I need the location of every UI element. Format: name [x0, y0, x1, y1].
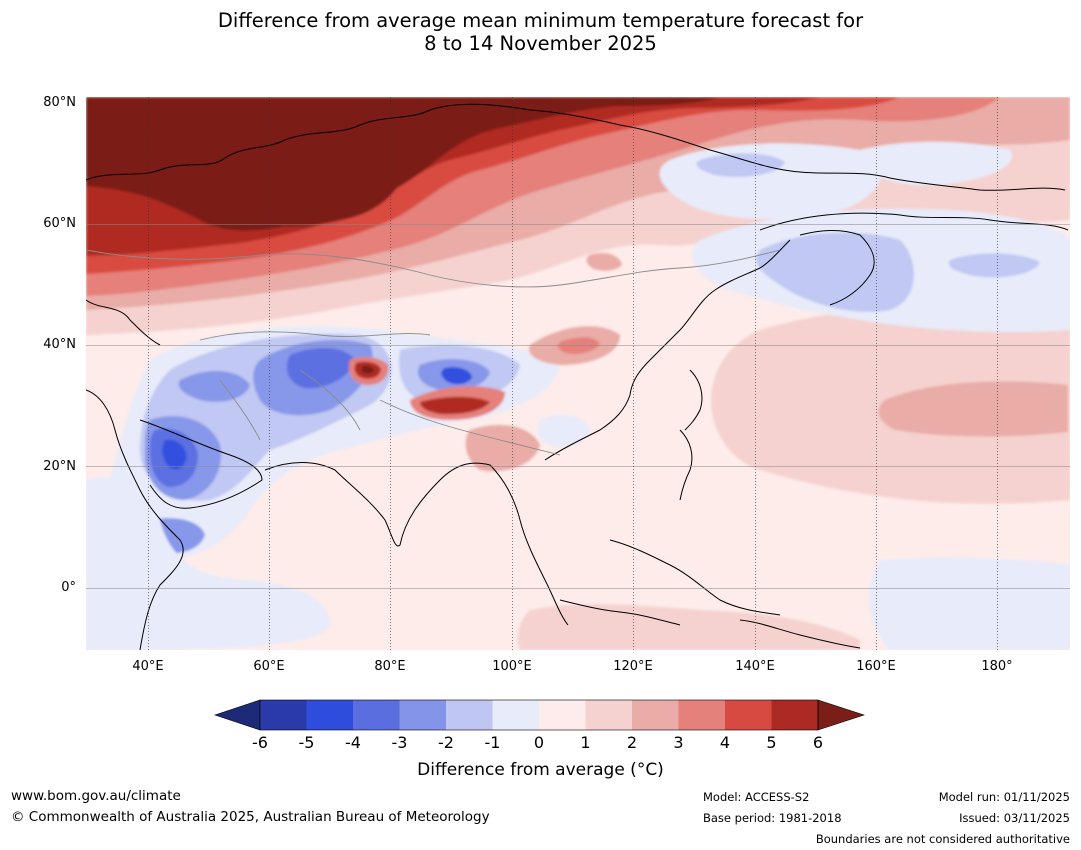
colorbar-tick-label: -1 — [484, 733, 501, 752]
footer-model: Model: ACCESS-S2 — [703, 790, 810, 804]
field-region — [537, 414, 590, 447]
colorbar-low-extend — [214, 699, 261, 731]
colorbar-label: Difference from average (°C) — [0, 760, 1081, 780]
field-region — [518, 604, 860, 650]
lon-label-140e: 140°E — [735, 659, 775, 674]
colorbar-segment — [260, 700, 307, 730]
field-region — [696, 153, 785, 177]
field-region — [162, 439, 187, 470]
colorbar-tick-label: -5 — [298, 733, 315, 752]
title-line-2: 8 to 14 November 2025 — [424, 32, 657, 55]
colorbar-tick-label: 1 — [580, 733, 591, 752]
field-region — [948, 253, 1040, 278]
colorbar-label-text: Difference from average ( — [417, 760, 637, 780]
colorbar-segment — [632, 700, 679, 730]
colorbar-tick-label: 2 — [626, 733, 638, 752]
field-region — [756, 232, 914, 312]
colorbar-segment — [399, 700, 446, 730]
title-line-1: Difference from average mean minimum tem… — [217, 9, 864, 32]
colorbar-tick-label: 6 — [812, 733, 824, 752]
field-region — [441, 367, 472, 385]
footer-disclaimer: Boundaries are not considered authoritat… — [815, 832, 1070, 846]
lat-label-80n: 80°N — [43, 95, 76, 110]
colorbar-frame — [259, 699, 819, 731]
graticule — [86, 97, 1070, 650]
colorbar-segment — [306, 700, 353, 730]
colorbar-tick-label: 3 — [673, 733, 684, 752]
colorbar-segment — [446, 700, 493, 730]
coastlines — [86, 103, 1069, 650]
lon-label-40e: 40°E — [132, 659, 164, 674]
colorbar — [214, 699, 865, 731]
field-region — [86, 477, 330, 650]
colorbar-high-extend — [817, 699, 865, 731]
field-region — [178, 370, 250, 402]
field-region — [286, 348, 355, 389]
colorbar-tick-label: 0 — [533, 733, 545, 752]
colorbar-segment — [678, 700, 725, 730]
field-region — [224, 137, 405, 227]
lat-label-20n: 20°N — [43, 459, 76, 474]
field-region — [362, 365, 374, 374]
colorbar-tick-label: 5 — [766, 733, 777, 752]
colorbar-tick-label: 4 — [719, 733, 731, 752]
colorbar-tick-label: -6 — [252, 733, 268, 752]
colorbar-tick-label: -2 — [438, 733, 454, 752]
colorbar-segment — [539, 700, 586, 730]
field-region — [860, 141, 1012, 186]
colorbar-segment — [725, 700, 772, 730]
colorbar-label-unit: °C) — [636, 760, 664, 780]
lon-label-180: 180° — [981, 659, 1013, 674]
lat-label-0: 0° — [61, 580, 76, 595]
footer-model-run: Model run: 01/11/2025 — [938, 790, 1070, 804]
lat-label-60n: 60°N — [43, 216, 76, 231]
lon-label-160e: 160°E — [856, 659, 896, 674]
lon-label-100e: 100°E — [492, 659, 532, 674]
footer-base-period: Base period: 1981-2018 — [703, 811, 842, 825]
field-region — [869, 557, 1070, 650]
colorbar-tick-label: -3 — [391, 733, 408, 752]
lon-label-80e: 80°E — [374, 659, 406, 674]
colorbar-segment — [492, 700, 539, 730]
footer-website: www.bom.gov.au/climate — [11, 788, 181, 804]
colorbar-segment — [771, 700, 818, 730]
lat-label-40n: 40°N — [43, 337, 76, 352]
footer-copyright: © Commonwealth of Australia 2025, Austra… — [11, 809, 490, 825]
colorbar-segment — [353, 700, 400, 730]
field-region — [586, 253, 622, 271]
colorbar-segment — [585, 700, 632, 730]
field-region — [465, 425, 540, 472]
country-borders — [86, 249, 781, 456]
map-title: Difference from average mean minimum tem… — [0, 9, 1081, 55]
field-region — [878, 381, 1068, 437]
lon-label-120e: 120°E — [613, 659, 653, 674]
field-region — [420, 396, 490, 415]
map-field — [86, 97, 1070, 650]
colorbar-tick-label: -4 — [345, 733, 361, 752]
lon-label-60e: 60°E — [253, 659, 285, 674]
footer-issued: Issued: 03/11/2025 — [959, 811, 1070, 825]
